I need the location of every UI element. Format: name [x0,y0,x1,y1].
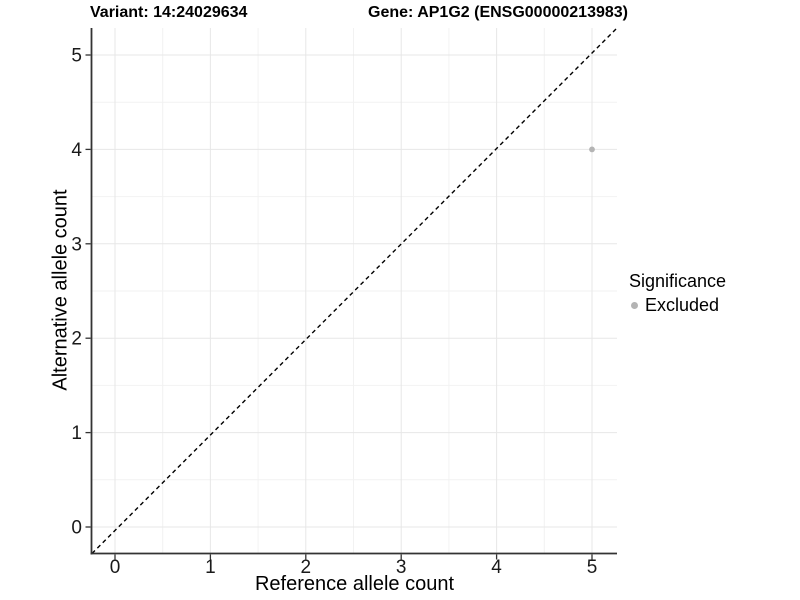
y-tick-label: 0 [71,518,82,539]
y-axis-title: Alternative allele count [49,189,72,391]
x-tick-label: 3 [396,557,407,578]
legend-item-excluded: Excluded [629,295,726,316]
legend-title: Significance [629,271,727,291]
legend-point-icon [631,302,638,309]
y-tick-label: 5 [71,46,82,67]
y-tick-label: 2 [71,329,82,350]
y-tick-label: 3 [71,234,82,255]
y-tick-label: 4 [71,140,82,161]
identity-reference-line [91,27,618,554]
variant-title: Variant: 14:24029634 [90,4,248,21]
x-tick-label: 1 [205,557,216,578]
x-tick-label: 5 [587,557,598,578]
legend: Significance Excluded [629,271,726,316]
x-axis-title: Reference allele count [254,573,454,595]
x-tick-label: 4 [491,557,502,578]
x-tick-label: 2 [301,557,312,578]
gene-title: Gene: AP1G2 (ENSG00000213983) [368,4,628,21]
y-tick-label: 1 [71,423,82,444]
legend-item-label: Excluded [645,295,720,315]
data-point [589,146,595,153]
x-tick-label: 0 [110,557,121,578]
